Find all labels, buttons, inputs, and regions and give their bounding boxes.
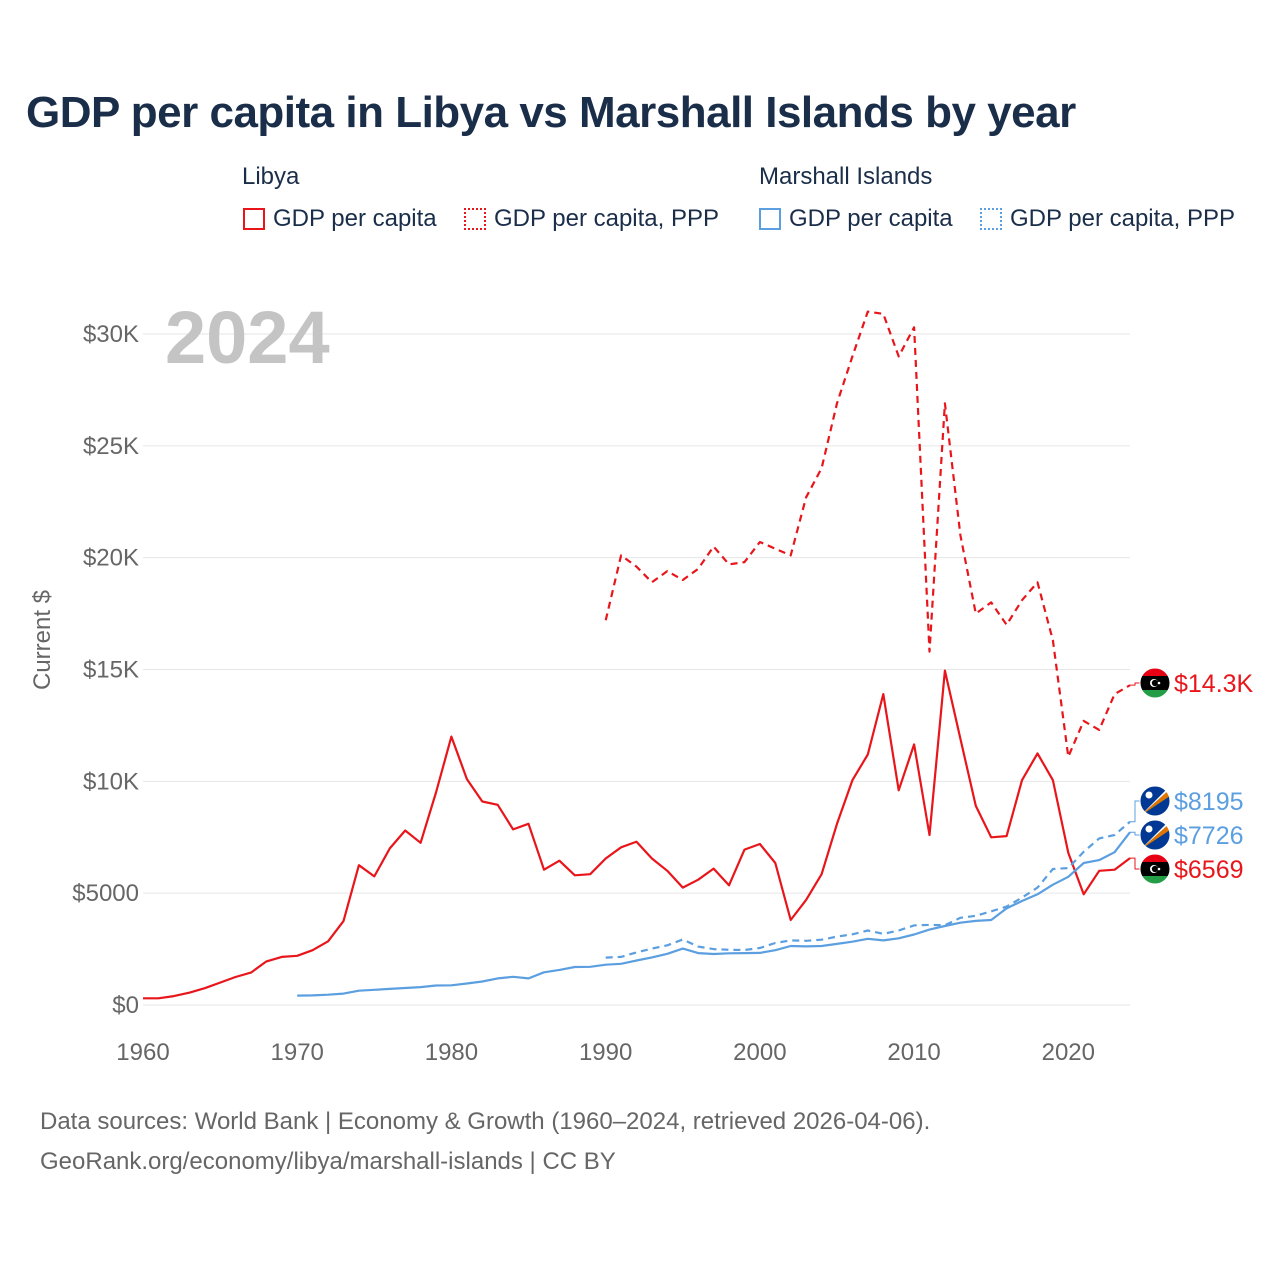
- y-tick-label: $5000: [72, 880, 139, 907]
- y-tick-label: $10K: [83, 768, 139, 795]
- x-tick-label: 2000: [733, 1039, 786, 1066]
- y-tick-label: $30K: [83, 321, 139, 348]
- marshall-islands-flag-icon: [1139, 785, 1171, 817]
- x-tick-label: 1980: [425, 1039, 478, 1066]
- x-tick-label: 1960: [116, 1039, 169, 1066]
- x-axis-ticks: 1960 1970 1980 1990 2000 2010 2020: [116, 1039, 1095, 1066]
- label-connector: [1130, 800, 1140, 823]
- y-axis-label: Current $: [29, 590, 56, 690]
- x-tick-label: 1970: [271, 1039, 324, 1066]
- legend-item-libya-gdp[interactable]: GDP per capita: [243, 205, 437, 233]
- end-labels: $14.3K $8195 $7726 $6569: [1130, 667, 1254, 885]
- x-tick-label: 2020: [1042, 1039, 1095, 1066]
- legend-label: GDP per capita, PPP: [494, 205, 719, 232]
- legend-item-marshall-gdp[interactable]: GDP per capita: [759, 205, 953, 233]
- series-line-libya-ppp[interactable]: [604, 310, 1131, 758]
- grid-lines: [143, 333, 1130, 1006]
- y-tick-label: $20K: [83, 545, 139, 572]
- end-value-label: $6569: [1174, 856, 1244, 884]
- legend-label: GDP per capita, PPP: [1010, 205, 1235, 232]
- label-connector: [1130, 831, 1140, 836]
- series-group: [143, 310, 1131, 1000]
- y-tick-label: $0: [112, 992, 139, 1019]
- x-tick-label: 1990: [579, 1039, 632, 1066]
- legend-swatch-solid-blue: [759, 208, 781, 230]
- series-line-marshall-ppp[interactable]: [605, 820, 1131, 959]
- footer-credit[interactable]: GeoRank.org/economy/libya/marshall-islan…: [40, 1148, 616, 1175]
- label-connector: [1130, 857, 1140, 870]
- y-tick-label: $25K: [83, 433, 139, 460]
- label-connector: [1130, 682, 1140, 686]
- legend-item-marshall-gdp-ppp[interactable]: GDP per capita, PPP: [980, 205, 1235, 233]
- marshall-islands-flag-icon: [1139, 819, 1171, 851]
- series-line-marshall[interactable]: [297, 831, 1131, 997]
- legend-swatch-solid-red: [243, 208, 265, 230]
- chart-title: GDP per capita in Libya vs Marshall Isla…: [26, 88, 1076, 137]
- series-line-libya[interactable]: [143, 669, 1131, 1000]
- legend-swatch-dotted-blue: [980, 208, 1002, 230]
- libya-flag-icon: [1139, 667, 1171, 699]
- end-value-label: $8195: [1174, 788, 1244, 816]
- x-tick-label: 2010: [887, 1039, 940, 1066]
- legend-label: GDP per capita: [273, 205, 437, 232]
- y-axis-ticks: $0 $5000 $10K $15K $20K $25K $30K: [72, 321, 139, 1019]
- legend-swatch-dotted-red: [464, 208, 486, 230]
- legend-group-marshall-islands: Marshall Islands: [759, 163, 933, 190]
- footer-sources: Data sources: World Bank | Economy & Gro…: [40, 1108, 931, 1135]
- end-value-label: $14.3K: [1174, 670, 1254, 698]
- legend-group-libya: Libya: [242, 163, 300, 190]
- y-tick-label: $15K: [83, 657, 139, 684]
- end-value-label: $7726: [1174, 822, 1244, 850]
- legend-item-libya-gdp-ppp[interactable]: GDP per capita, PPP: [464, 205, 719, 233]
- libya-flag-icon: [1139, 853, 1171, 885]
- year-watermark: 2024: [165, 296, 330, 379]
- legend-label: GDP per capita: [789, 205, 953, 232]
